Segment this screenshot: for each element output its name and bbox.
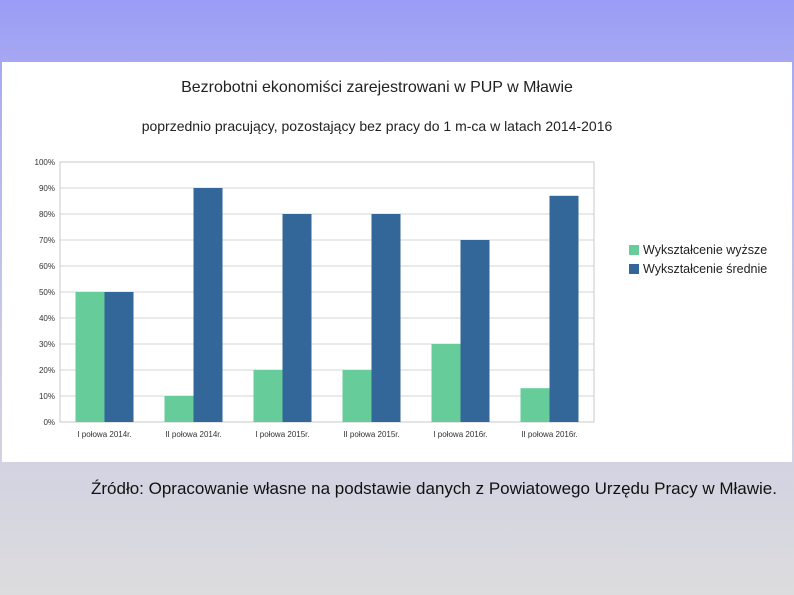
bar-srednie <box>371 214 401 422</box>
bar-wyzsze <box>253 370 283 422</box>
bar-srednie <box>282 214 312 422</box>
chart-panel: Bezrobotni ekonomiści zarejestrowani w P… <box>2 62 792 462</box>
chart-subtitle: poprzednio pracujący, pozostający bez pr… <box>141 118 613 134</box>
y-tick-label: 30% <box>39 340 55 349</box>
y-tick-label: 50% <box>39 288 55 297</box>
y-tick-label: 20% <box>39 366 55 375</box>
x-tick-label: I połowa 2015r. <box>255 430 309 439</box>
plot-frame <box>59 161 595 423</box>
legend-swatch <box>629 245 639 255</box>
y-tick-label: 90% <box>39 184 55 193</box>
y-tick-label: 40% <box>39 314 55 323</box>
bar-wyzsze <box>520 388 550 422</box>
bar-srednie <box>104 292 134 422</box>
bar-srednie <box>193 188 223 422</box>
y-tick-label: 10% <box>39 392 55 401</box>
bar-wyzsze <box>164 396 194 422</box>
y-tick-label: 80% <box>39 210 55 219</box>
legend-label: Wykształcenie średnie <box>643 262 767 276</box>
x-tick-label: II połowa 2015r. <box>343 430 399 439</box>
legend-label: Wykształcenie wyższe <box>643 243 767 257</box>
source-caption: Źródło: Opracowanie własne na podstawie … <box>90 479 777 498</box>
y-tick-label: 100% <box>35 158 55 167</box>
bar-wyzsze <box>431 344 461 422</box>
x-tick-label: I połowa 2014r. <box>77 430 131 439</box>
x-tick-label: II połowa 2016r. <box>521 430 577 439</box>
bar-chart: 0% 10% 20% 30% 40% 50% 60% 70% 80% 90% 100% I połow… <box>35 158 768 439</box>
y-tick-label: 0% <box>43 418 55 427</box>
legend-swatch <box>629 264 639 274</box>
x-tick-label: II połowa 2014r. <box>165 430 221 439</box>
bar-wyzsze <box>75 292 105 422</box>
bar-srednie <box>549 195 579 422</box>
y-tick-label: 60% <box>39 262 55 271</box>
chart-title: Bezrobotni ekonomiści zarejestrowani w P… <box>181 79 573 96</box>
x-tick-label: I połowa 2016r. <box>433 430 487 439</box>
bar-wyzsze <box>342 370 372 422</box>
bar-srednie <box>460 240 490 422</box>
y-tick-label: 70% <box>39 236 55 245</box>
